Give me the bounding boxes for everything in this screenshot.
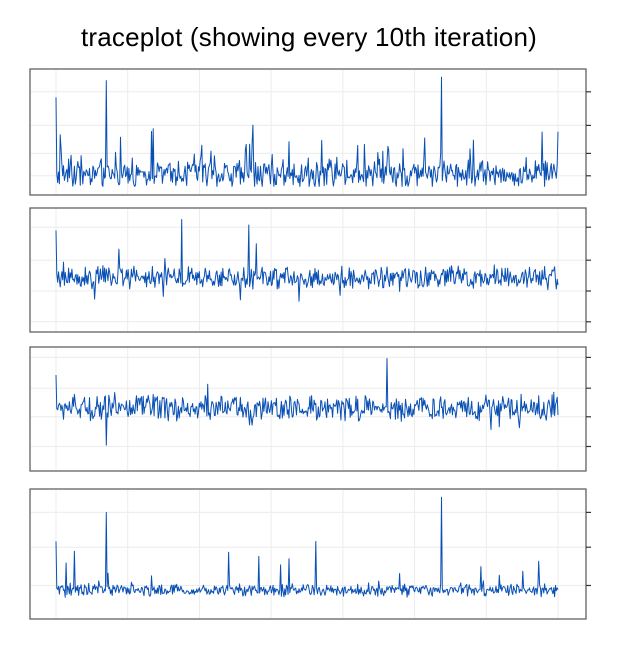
trace-line-series bbox=[55, 76, 559, 187]
panel-frame bbox=[29, 207, 587, 333]
trace-panel-2 bbox=[29, 207, 591, 333]
trace-line-series bbox=[55, 358, 559, 446]
trace-panel-3 bbox=[29, 346, 591, 472]
panels-group bbox=[29, 68, 591, 620]
trace-line-series bbox=[55, 496, 559, 598]
panel-frame bbox=[29, 488, 587, 620]
trace-line-series bbox=[55, 219, 559, 302]
trace-panel-1 bbox=[29, 68, 591, 196]
trace-panel-4 bbox=[29, 488, 591, 620]
chart-title: traceplot (showing every 10th iteration) bbox=[80, 22, 537, 52]
